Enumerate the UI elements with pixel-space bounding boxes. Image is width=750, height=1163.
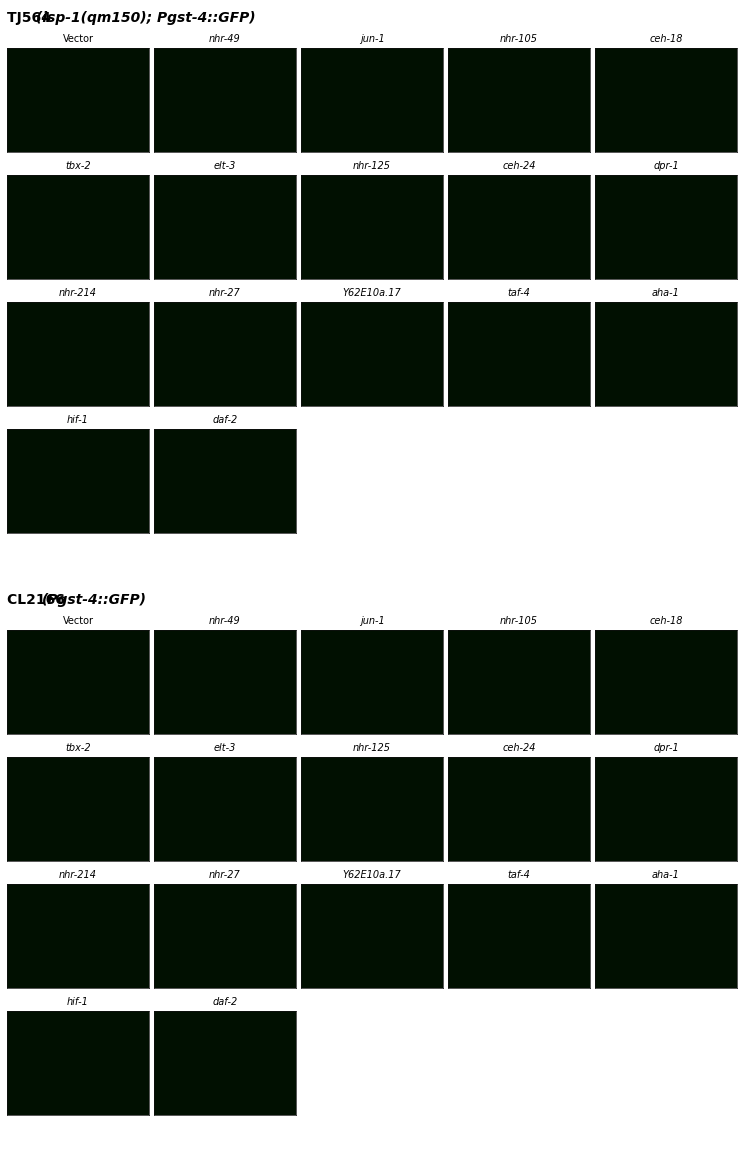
Text: ceh-18: ceh-18	[650, 34, 682, 44]
Text: (isp-1(qm150); Pgst-4::GFP): (isp-1(qm150); Pgst-4::GFP)	[36, 10, 256, 24]
Text: tbx-2: tbx-2	[65, 160, 91, 171]
Text: (Pgst-4::GFP): (Pgst-4::GFP)	[42, 593, 147, 607]
Text: ceh-24: ceh-24	[503, 160, 536, 171]
Text: tbx-2: tbx-2	[65, 743, 91, 752]
Text: daf-2: daf-2	[212, 997, 238, 1007]
Text: ceh-24: ceh-24	[503, 743, 536, 752]
Text: dpr-1: dpr-1	[653, 743, 679, 752]
Text: hif-1: hif-1	[67, 415, 89, 424]
Text: taf-4: taf-4	[508, 870, 530, 880]
Text: nhr-105: nhr-105	[500, 616, 538, 626]
Text: CL2166: CL2166	[7, 593, 70, 607]
Text: jun-1: jun-1	[360, 616, 384, 626]
Text: nhr-49: nhr-49	[209, 34, 241, 44]
Text: nhr-214: nhr-214	[59, 870, 97, 880]
Text: taf-4: taf-4	[508, 288, 530, 298]
Text: TJ564: TJ564	[7, 10, 56, 24]
Text: Vector: Vector	[62, 34, 94, 44]
Text: elt-3: elt-3	[214, 743, 236, 752]
Text: aha-1: aha-1	[652, 288, 680, 298]
Text: nhr-214: nhr-214	[59, 288, 97, 298]
Text: dpr-1: dpr-1	[653, 160, 679, 171]
Text: nhr-125: nhr-125	[353, 743, 391, 752]
Text: nhr-105: nhr-105	[500, 34, 538, 44]
Text: ceh-18: ceh-18	[650, 616, 682, 626]
Text: nhr-125: nhr-125	[353, 160, 391, 171]
Text: nhr-49: nhr-49	[209, 616, 241, 626]
Text: nhr-27: nhr-27	[209, 870, 241, 880]
Text: Y62E10a.17: Y62E10a.17	[343, 288, 401, 298]
Text: Vector: Vector	[62, 616, 94, 626]
Text: Y62E10a.17: Y62E10a.17	[343, 870, 401, 880]
Text: aha-1: aha-1	[652, 870, 680, 880]
Text: jun-1: jun-1	[360, 34, 384, 44]
Text: nhr-27: nhr-27	[209, 288, 241, 298]
Text: elt-3: elt-3	[214, 160, 236, 171]
Text: daf-2: daf-2	[212, 415, 238, 424]
Text: hif-1: hif-1	[67, 997, 89, 1007]
